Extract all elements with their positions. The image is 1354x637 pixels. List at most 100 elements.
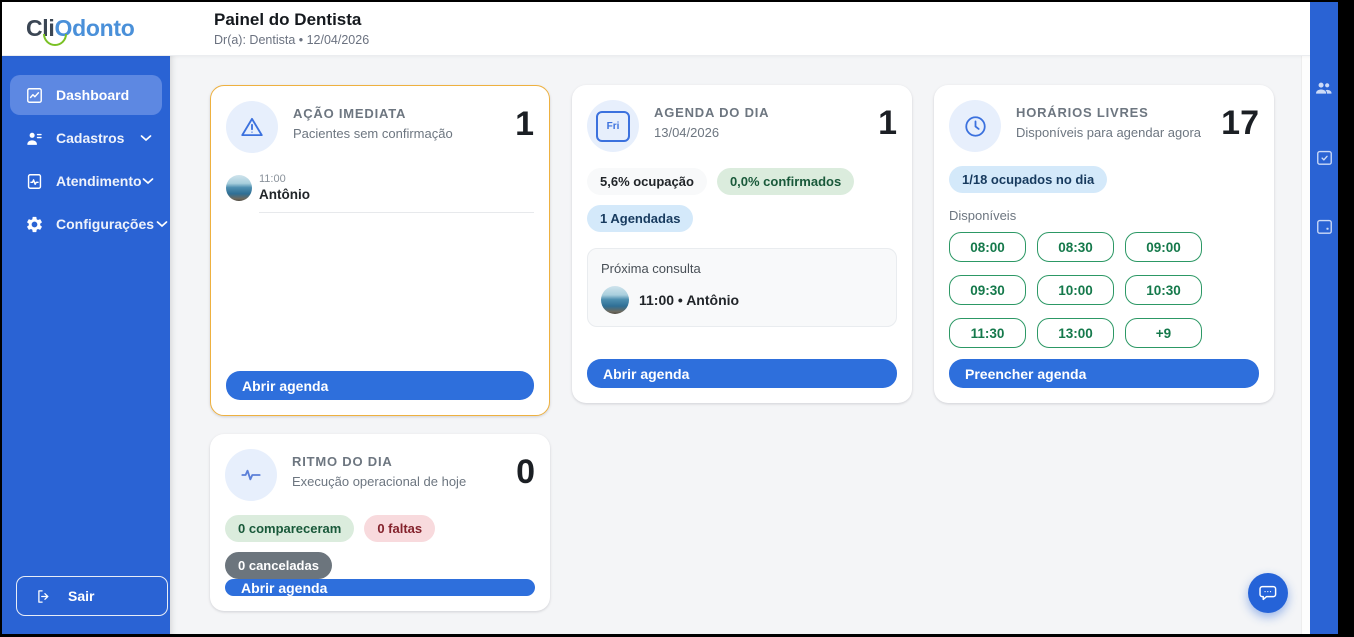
open-agenda-button[interactable]: Abrir agenda — [226, 371, 534, 400]
occupancy-badge: 5,6% ocupação — [587, 168, 707, 195]
sidebar-item-atendimento[interactable]: Atendimento — [10, 161, 162, 201]
logout-label: Sair — [68, 588, 95, 604]
open-agenda-button[interactable]: Abrir agenda — [225, 579, 535, 596]
page-subtitle: Dr(a): Dentista • 12/04/2026 — [214, 33, 370, 48]
time-slot-button[interactable]: 13:00 — [1037, 318, 1114, 348]
people-icon[interactable] — [1314, 78, 1334, 98]
slots-label: Disponíveis — [949, 208, 1017, 223]
occupied-badge: 1/18 ocupados no dia — [949, 166, 1108, 193]
card-subtitle: Pacientes sem confirmação — [293, 126, 453, 141]
next-appointment-label: Próxima consulta — [601, 261, 701, 276]
chevron-down-icon — [140, 134, 152, 142]
card-title: RITMO DO DIA — [292, 454, 393, 469]
card-horarios-livres: HORÁRIOS LIVRES Disponíveis para agendar… — [934, 85, 1274, 403]
chat-bubble-icon — [1259, 585, 1277, 601]
attended-badge: 0 compareceram — [225, 515, 355, 542]
list-divider — [259, 212, 534, 213]
next-appointment-box: Próxima consulta 11:00 • Antônio — [587, 248, 897, 327]
calendar-check-icon[interactable] — [1314, 147, 1334, 167]
chat-fab-button[interactable] — [1248, 573, 1288, 613]
card-header: HORÁRIOS LIVRES Disponíveis para agendar… — [949, 100, 1259, 152]
sidebar-item-label: Atendimento — [56, 173, 142, 189]
time-slot-button[interactable]: +9 — [1125, 318, 1202, 348]
occupied-badges: 1/18 ocupados no dia — [949, 166, 1259, 193]
patient-avatar — [226, 174, 252, 201]
time-slot-button[interactable]: 10:00 — [1037, 275, 1114, 305]
scheduled-badges: 1 Agendadas — [587, 205, 897, 232]
time-slot-button[interactable]: 08:00 — [949, 232, 1026, 262]
right-rail — [1310, 2, 1338, 634]
sidebar-item-label: Configurações — [56, 216, 155, 232]
card-agenda-do-dia: Fri AGENDA DO DIA 13/04/2026 1 5,6% ocup… — [572, 85, 912, 403]
header-titles: Painel do Dentista Dr(a): Dentista • 12/… — [214, 10, 369, 47]
left-sidebar: Dashboard Cadastros Atendimento — [2, 55, 170, 634]
patient-avatar — [601, 286, 629, 314]
card-title: AÇÃO IMEDIATA — [293, 106, 407, 121]
patient-name: Antônio — [259, 187, 310, 202]
sidebar-item-dashboard[interactable]: Dashboard — [10, 75, 162, 115]
card-titles: HORÁRIOS LIVRES Disponíveis para agendar… — [1016, 100, 1209, 140]
card-title: AGENDA DO DIA — [654, 105, 770, 120]
top-header: CliOdonto Painel do Dentista Dr(a): Dent… — [2, 2, 1338, 56]
calendar-fri-icon: Fri — [587, 100, 639, 152]
card-header: Fri AGENDA DO DIA 13/04/2026 1 — [587, 100, 897, 152]
clock-icon — [949, 100, 1001, 152]
logo-part-odonto: Odonto — [54, 15, 135, 41]
scrollbar-track[interactable] — [1301, 55, 1310, 634]
time-slot-button[interactable]: 11:30 — [949, 318, 1026, 348]
logout-icon — [38, 589, 49, 603]
confirmed-badge: 0,0% confirmados — [716, 168, 855, 195]
fill-agenda-button[interactable]: Preencher agenda — [949, 359, 1259, 388]
pulse-icon — [225, 449, 277, 501]
patient-info: 11:00 Antônio — [259, 173, 310, 202]
user-list-icon — [24, 128, 44, 148]
card-count: 1 — [878, 104, 897, 142]
scheduled-badge: 1 Agendadas — [587, 205, 694, 232]
card-header: AÇÃO IMEDIATA Pacientes sem confirmação … — [226, 101, 534, 153]
card-title: HORÁRIOS LIVRES — [1016, 105, 1149, 120]
logout-button[interactable]: Sair — [16, 576, 168, 616]
time-slot-button[interactable]: 10:30 — [1125, 275, 1202, 305]
sidebar-item-label: Cadastros — [56, 130, 125, 146]
warning-triangle-icon — [226, 101, 278, 153]
open-agenda-button[interactable]: Abrir agenda — [587, 359, 897, 388]
calendar-day-label: Fri — [596, 110, 630, 142]
card-date: 13/04/2026 — [654, 125, 720, 140]
dashboard-cards: AÇÃO IMEDIATA Pacientes sem confirmação … — [170, 55, 1302, 611]
card-subtitle: Execução operacional de hoje — [292, 474, 467, 489]
sidebar-item-label: Dashboard — [56, 87, 130, 103]
appointment-time: 11:00 — [259, 173, 286, 185]
pending-patients-list: 11:00 Antônio — [226, 173, 534, 213]
occupancy-badges: 5,6% ocupação 0,0% confirmados — [587, 168, 897, 195]
sidebar-nav: Dashboard Cadastros Atendimento — [2, 55, 170, 244]
card-titles: RITMO DO DIA Execução operacional de hoj… — [292, 449, 504, 489]
next-appointment-value: 11:00 • Antônio — [639, 292, 740, 308]
card-header: RITMO DO DIA Execução operacional de hoj… — [225, 449, 535, 501]
time-slot-button[interactable]: 09:30 — [949, 275, 1026, 305]
main-content: AÇÃO IMEDIATA Pacientes sem confirmação … — [170, 55, 1302, 634]
card-acao-imediata: AÇÃO IMEDIATA Pacientes sem confirmação … — [210, 85, 550, 416]
cancelled-badge: 0 canceladas — [225, 552, 332, 579]
next-appointment-row: 11:00 • Antônio — [601, 286, 883, 314]
app-window: CliOdonto Painel do Dentista Dr(a): Dent… — [2, 2, 1338, 634]
time-slot-button[interactable]: 08:30 — [1037, 232, 1114, 262]
app-logo[interactable]: CliOdonto — [2, 15, 194, 46]
card-count: 0 — [516, 453, 535, 491]
gear-icon — [24, 214, 44, 234]
card-titles: AGENDA DO DIA 13/04/2026 — [654, 100, 866, 140]
sidebar-item-configuracoes[interactable]: Configurações — [10, 204, 168, 244]
card-count: 17 — [1221, 104, 1259, 142]
page-title: Painel do Dentista — [214, 9, 362, 29]
chevron-down-icon — [142, 177, 154, 185]
sidebar-item-cadastros[interactable]: Cadastros — [10, 118, 162, 158]
time-slot-grid: 08:00 08:30 09:00 09:30 10:00 10:30 11:30 13:00… — [949, 232, 1259, 348]
chart-icon — [24, 85, 44, 105]
list-item[interactable]: 11:00 Antônio — [226, 173, 534, 212]
chevron-down-icon — [156, 220, 168, 228]
card-titles: AÇÃO IMEDIATA Pacientes sem confirmação — [293, 101, 503, 141]
execution-badges: 0 compareceram 0 faltas 0 canceladas — [225, 515, 535, 579]
missed-badge: 0 faltas — [364, 515, 436, 542]
calendar-event-icon[interactable] — [1314, 216, 1334, 236]
card-count: 1 — [515, 105, 534, 143]
time-slot-button[interactable]: 09:00 — [1125, 232, 1202, 262]
